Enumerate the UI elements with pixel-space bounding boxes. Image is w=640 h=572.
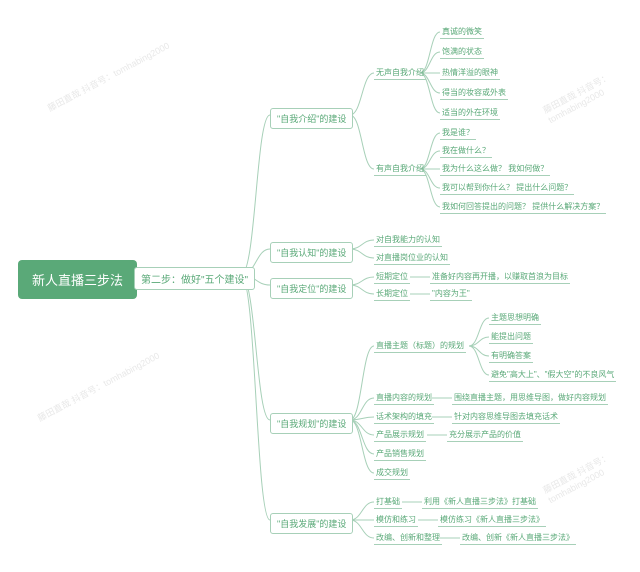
imitate: 模仿和练习	[374, 514, 418, 527]
leaf: 适当的外在环境	[440, 107, 500, 120]
long-term: 长期定位	[374, 288, 410, 301]
leaf: 我如何回答提出的问题？ 提供什么解决方案？	[440, 201, 606, 214]
leaf: 我是谁？	[440, 127, 476, 140]
watermark: 藤田直哉 抖音号：tomhabing2000	[540, 438, 639, 505]
leaf: 得当的妆容或外表	[440, 87, 508, 100]
leaf: 对直播岗位业的认知	[374, 252, 450, 265]
leaf: 能提出问题	[489, 331, 533, 344]
short-term: 短期定位	[374, 271, 410, 284]
leaf: 主题思想明确	[489, 312, 541, 325]
leaf: 我为什么这么做？ 我如何做？	[440, 163, 550, 176]
innovate: 改编、创新和整理	[374, 532, 442, 545]
voiced-intro: 有声自我介绍	[374, 163, 426, 176]
content-plan: 直播内容的规划	[374, 392, 434, 405]
leaf: 饱满的状态	[440, 46, 484, 59]
l3-cognition: "自我认知"的建设	[270, 242, 353, 263]
leaf: "内容为王"	[430, 288, 472, 301]
script-fill: 话术架构的填充	[374, 411, 434, 424]
deal-plan: 成交规划	[374, 467, 410, 480]
leaf: 对自我能力的认知	[374, 234, 442, 247]
root-node: 新人直播三步法	[18, 260, 137, 299]
leaf: 围绕直播主题，用思维导图，做好内容规划	[452, 392, 608, 405]
leaf: 针对内容思维导图去填充话术	[452, 411, 560, 424]
leaf: 利用《新人直播三步法》打基础	[422, 496, 538, 509]
topic-plan: 直播主题（标题）的规划	[374, 340, 466, 353]
leaf: 我在做什么？	[440, 145, 492, 158]
l3-position: "自我定位"的建设	[270, 278, 353, 299]
foundation: 打基础	[374, 496, 402, 509]
leaf: 我可以帮到你什么？ 提出什么问题？	[440, 182, 574, 195]
leaf: 模仿练习《新人直播三步法》	[438, 514, 546, 527]
l3-develop: "自我发展"的建设	[270, 513, 353, 534]
step-2: 第二步：做好"五个建设"	[134, 267, 255, 290]
leaf: 准备好内容再开播，以赚取首浪为目标	[430, 271, 570, 284]
l3-intro: "自我介绍"的建设	[270, 108, 353, 129]
watermark: 藤田直哉 抖音号：tomhabing2000	[540, 58, 639, 125]
leaf: 改编、创新《新人直播三步法》	[460, 532, 576, 545]
leaf: 热情洋溢的眼神	[440, 67, 500, 80]
leaf: 充分展示产品的价值	[447, 429, 523, 442]
watermark: 藤田直哉 抖音号：tomhabing2000	[35, 349, 162, 425]
leaf: 有明确答案	[489, 350, 533, 363]
l3-planning: "自我规划"的建设	[270, 413, 353, 434]
product-sale: 产品销售规划	[374, 448, 426, 461]
silent-intro: 无声自我介绍	[374, 67, 426, 80]
leaf: 真诚的微笑	[440, 26, 484, 39]
product-show: 产品展示规划	[374, 429, 426, 442]
leaf: 避免"高大上"、"假大空"的不良风气	[489, 369, 616, 382]
watermark: 藤田直哉 抖音号：tomhabing2000	[45, 39, 172, 115]
